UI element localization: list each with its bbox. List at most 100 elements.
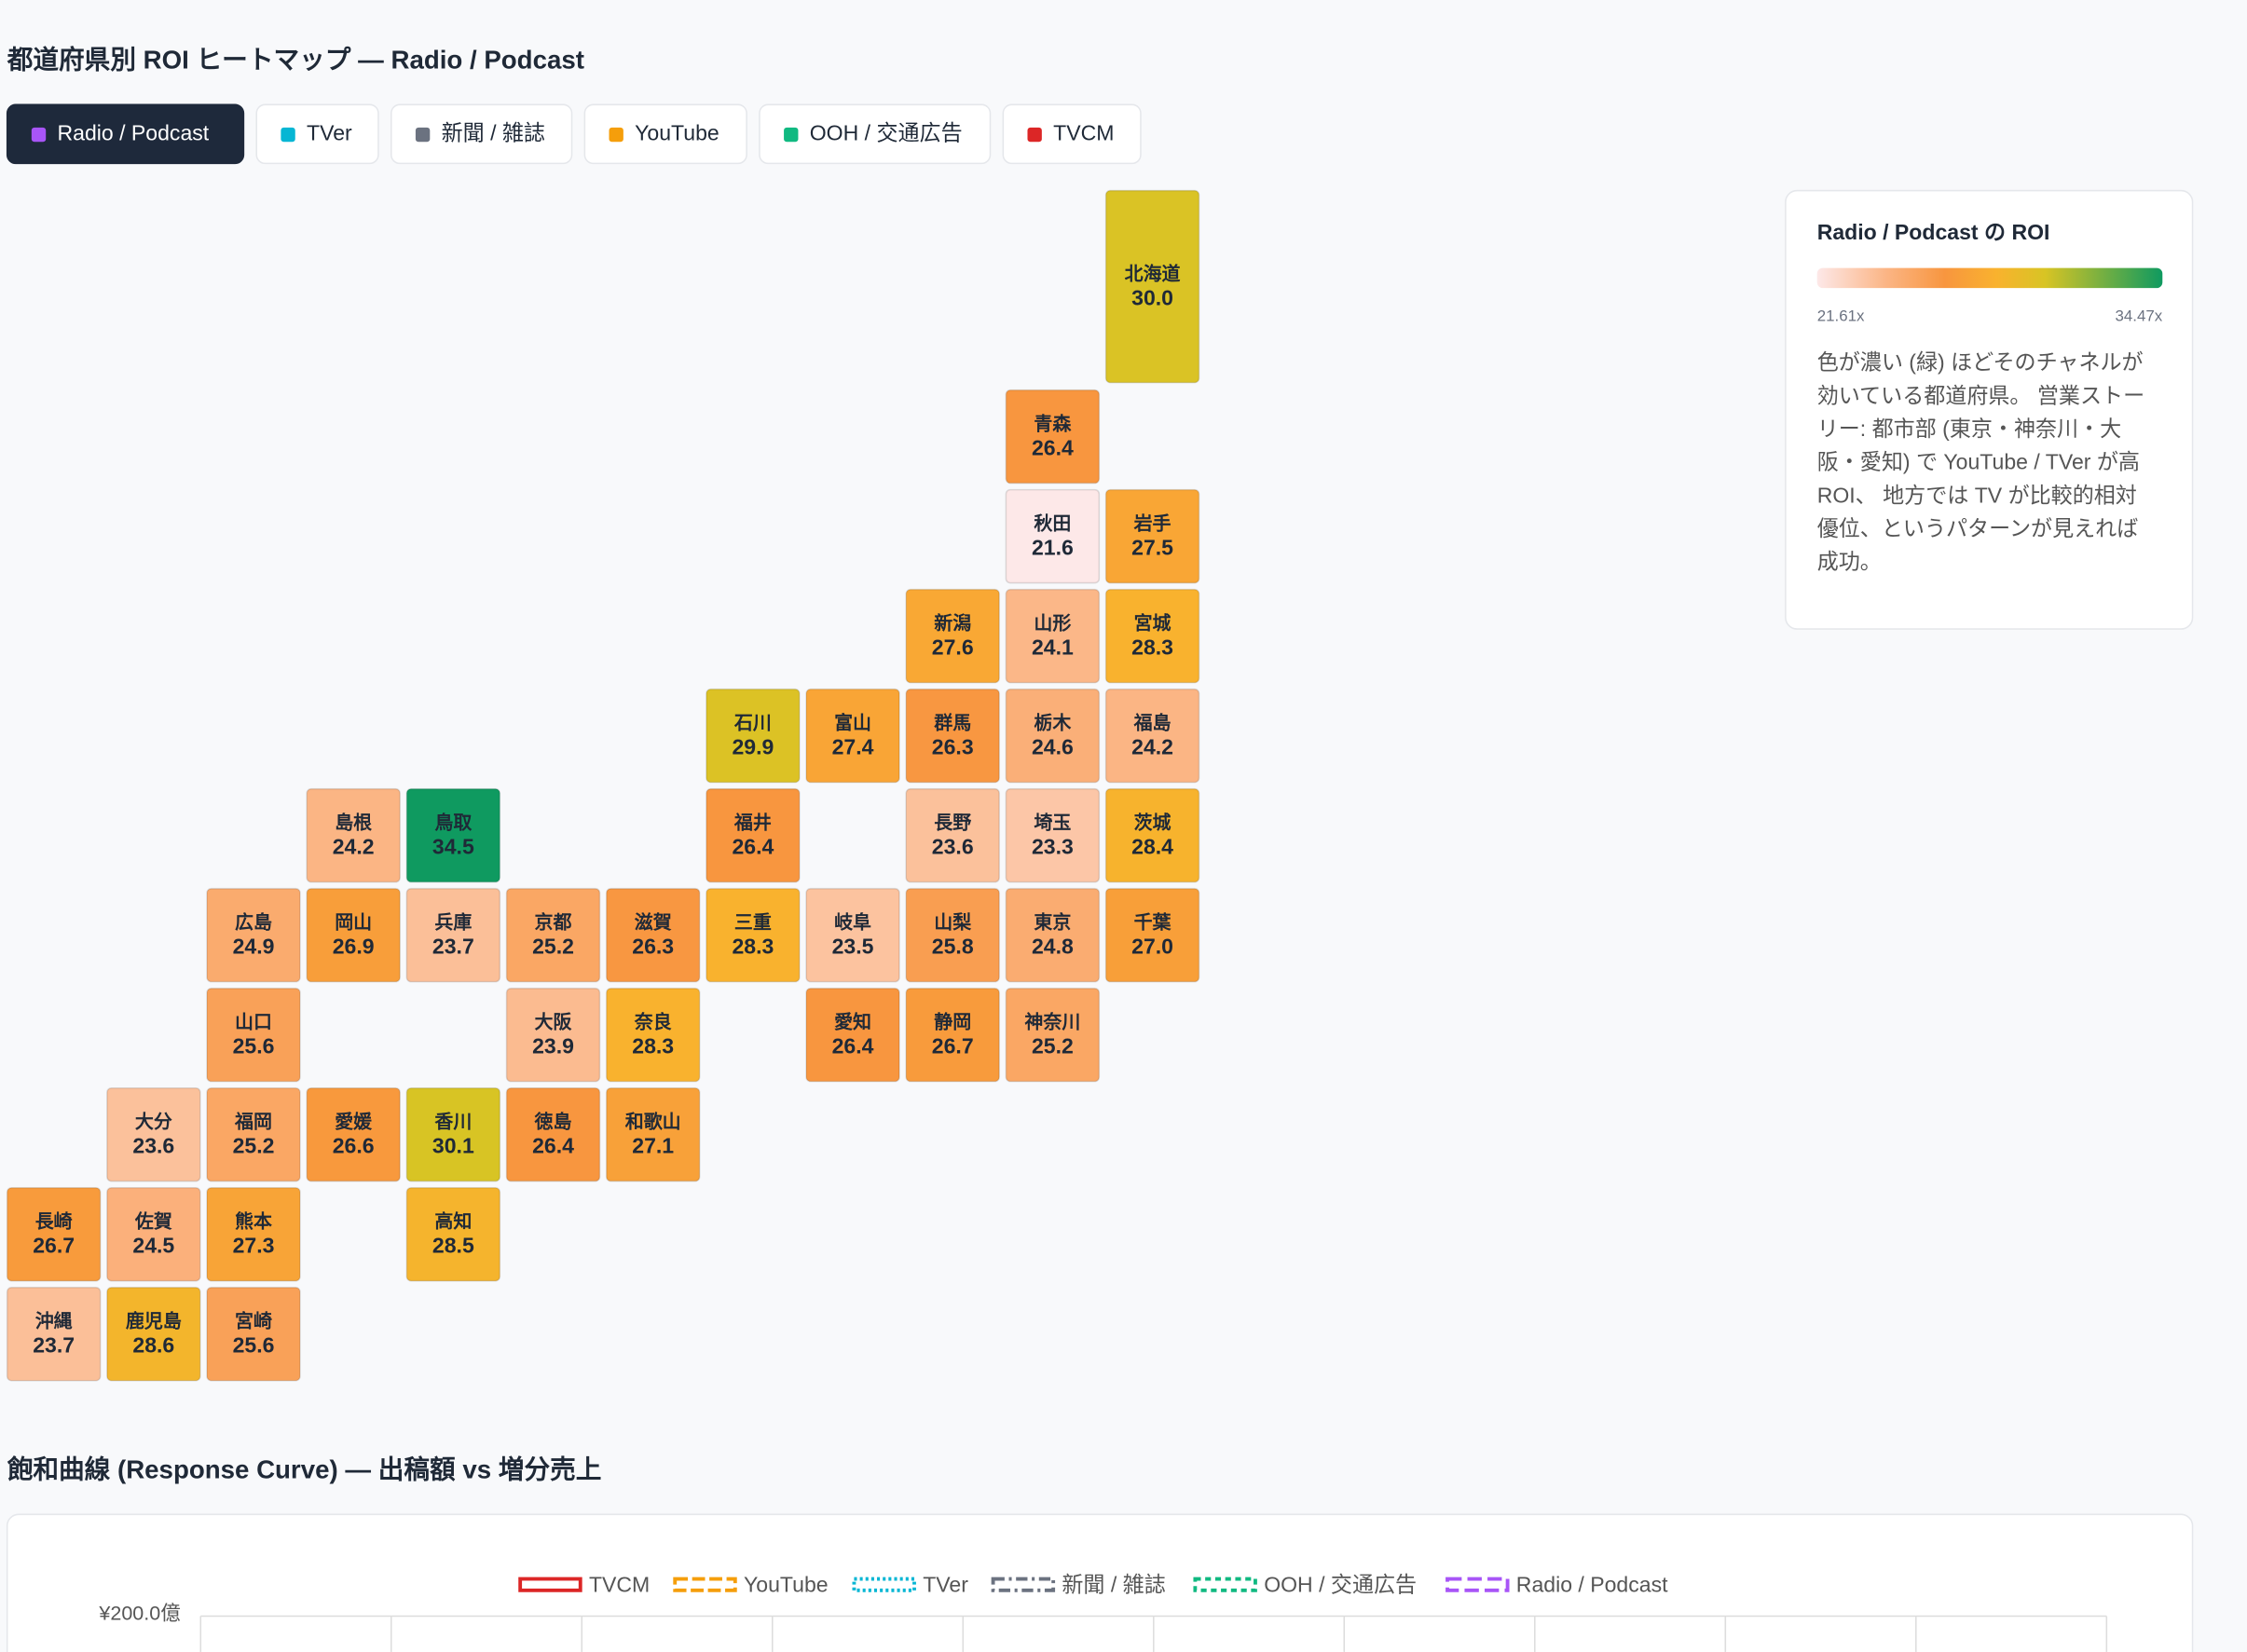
prefecture-name: 福井 xyxy=(733,812,772,834)
section-title: 飽和曲線 (Response Curve) — 出稿額 vs 増分売上 xyxy=(7,1455,602,1484)
min-label: 21.61x xyxy=(1817,307,1865,324)
legend-label: 新聞 / 雑誌 xyxy=(1062,1572,1165,1596)
legend-swatch xyxy=(991,1577,1056,1592)
prefecture-name: 東京 xyxy=(1034,911,1071,934)
prefecture-name: 長野 xyxy=(934,812,971,834)
prefecture-name: 秋田 xyxy=(1034,513,1071,535)
tab[interactable]: TVer xyxy=(255,103,379,165)
tab[interactable]: YouTube xyxy=(583,103,747,165)
prefecture-name: 青森 xyxy=(1034,413,1072,435)
y-tick-label: ¥200.0億 xyxy=(98,1603,180,1625)
tab[interactable]: OOH / 交通広告 xyxy=(759,103,992,165)
prefecture-value: 28.6 xyxy=(132,1333,174,1358)
prefecture-tile xyxy=(106,1086,201,1182)
prefecture-tile xyxy=(505,887,601,983)
prefecture-tile xyxy=(1005,987,1101,1083)
legend-panel xyxy=(1785,189,2194,630)
prefecture-value: 27.3 xyxy=(233,1234,275,1258)
prefecture-name: 京都 xyxy=(535,911,572,934)
prefecture-name: 島根 xyxy=(335,812,372,834)
legend-description: 成功。 xyxy=(1817,550,1882,574)
prefecture-value: 26.7 xyxy=(33,1234,75,1258)
tab-button[interactable] xyxy=(759,103,992,165)
tab-button[interactable] xyxy=(1002,103,1142,165)
prefecture-tile xyxy=(6,1287,102,1382)
prefecture-name: 愛知 xyxy=(834,1011,871,1033)
prefecture-value: 24.8 xyxy=(1032,935,1074,959)
prefecture-name: 岐阜 xyxy=(834,911,871,934)
prefecture-name: 和歌山 xyxy=(625,1112,681,1133)
prefecture-tile xyxy=(405,1086,501,1182)
prefecture-name: 埼玉 xyxy=(1034,812,1071,834)
tab-button[interactable] xyxy=(6,103,245,165)
prefecture-value: 30.0 xyxy=(1131,286,1173,310)
tab-dot xyxy=(609,127,623,143)
prefecture-value: 25.6 xyxy=(233,1333,275,1358)
prefecture-value: 26.4 xyxy=(532,1134,574,1158)
tab[interactable]: Radio / Podcast xyxy=(6,103,245,165)
prefecture-value: 23.7 xyxy=(33,1333,75,1358)
tab-dot xyxy=(281,127,295,143)
prefecture-tile xyxy=(405,1186,501,1282)
legend-title: Radio / Podcast の ROI xyxy=(1817,220,2050,244)
prefecture-name: 北海道 xyxy=(1125,263,1181,285)
prefecture-name: 石川 xyxy=(733,714,772,734)
legend-swatch xyxy=(1445,1577,1510,1592)
tab-label: Radio / Podcast xyxy=(58,121,210,145)
prefecture-name: 大阪 xyxy=(535,1011,572,1033)
prefecture-name: 長崎 xyxy=(35,1210,73,1233)
prefecture-value: 27.5 xyxy=(1131,536,1173,560)
prefecture-name: 大分 xyxy=(135,1112,172,1133)
prefecture-tile xyxy=(306,787,401,883)
prefecture-tile xyxy=(1104,588,1200,684)
prefecture-name: 兵庫 xyxy=(434,911,472,934)
prefecture-tile xyxy=(706,787,801,883)
tab-label: TVCM xyxy=(1053,121,1114,145)
prefecture-tile xyxy=(106,1186,201,1282)
prefecture-value: 28.3 xyxy=(632,1034,674,1058)
prefecture-value: 26.9 xyxy=(333,935,375,959)
prefecture-value: 26.3 xyxy=(632,935,674,959)
prefecture-tile xyxy=(1005,588,1101,684)
tab-button[interactable] xyxy=(583,103,747,165)
tab-label: OOH / 交通広告 xyxy=(810,121,963,145)
prefecture-tile xyxy=(306,1086,401,1182)
prefecture-tile xyxy=(405,887,501,983)
legend-swatch xyxy=(518,1577,582,1592)
legend-swatch xyxy=(852,1577,916,1592)
tab-label: 新聞 / 雑誌 xyxy=(442,121,545,145)
prefecture-tile xyxy=(1005,887,1101,983)
prefecture-name: 山形 xyxy=(1034,613,1071,635)
prefecture-value: 26.4 xyxy=(1032,436,1074,460)
prefecture-value: 25.6 xyxy=(233,1034,275,1058)
gradient-bar xyxy=(1816,267,2163,289)
prefecture-tile xyxy=(706,887,801,983)
prefecture-value: 27.1 xyxy=(632,1134,674,1158)
prefecture-value: 21.6 xyxy=(1032,536,1074,560)
prefecture-value: 24.9 xyxy=(233,935,275,959)
prefecture-value: 34.5 xyxy=(432,835,474,859)
legend-label: Radio / Podcast xyxy=(1516,1572,1668,1596)
prefecture-tile xyxy=(905,688,1000,784)
tab-button[interactable] xyxy=(390,103,573,165)
tab-button[interactable] xyxy=(255,103,379,165)
prefecture-tile xyxy=(206,887,301,983)
legend-description: 阪・愛知) で YouTube / TVer が高 xyxy=(1817,450,2140,474)
prefecture-tile xyxy=(1005,488,1101,584)
prefecture-name: 群馬 xyxy=(933,712,971,734)
prefecture-value: 23.6 xyxy=(132,1134,174,1158)
prefecture-name: 広島 xyxy=(235,911,272,934)
prefecture-name: 茨城 xyxy=(1134,812,1171,834)
prefecture-value: 29.9 xyxy=(732,735,774,759)
prefecture-name: 熊本 xyxy=(235,1210,272,1233)
prefecture-name: 山梨 xyxy=(934,912,972,934)
tab-dot xyxy=(784,127,799,143)
prefecture-name: 高知 xyxy=(434,1210,472,1233)
prefecture-tile xyxy=(905,787,1000,883)
prefecture-name: 静岡 xyxy=(934,1011,971,1033)
tab-label: TVer xyxy=(307,121,352,145)
tab[interactable]: 新聞 / 雑誌 xyxy=(390,103,573,165)
prefecture-name: 新潟 xyxy=(934,612,971,635)
tab[interactable]: TVCM xyxy=(1002,103,1142,165)
tab-dot xyxy=(415,127,431,143)
